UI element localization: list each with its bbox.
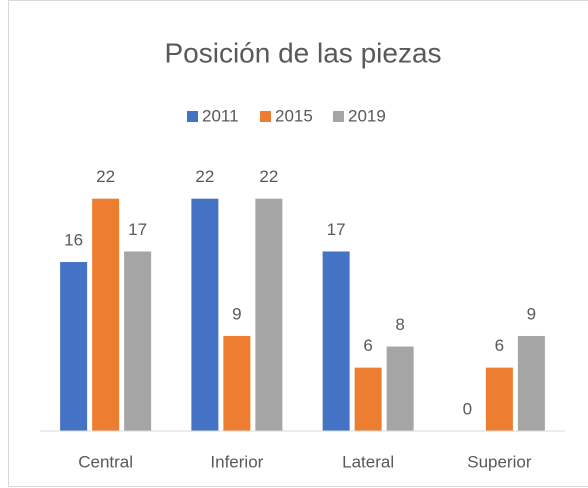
legend-label: 2019 xyxy=(348,106,386,125)
bar xyxy=(124,251,152,431)
bar xyxy=(191,198,219,431)
bar xyxy=(60,262,88,431)
data-label: 16 xyxy=(64,231,83,250)
data-label: 9 xyxy=(527,304,536,323)
bar xyxy=(255,198,283,431)
x-tick-label: Central xyxy=(78,452,133,471)
bar xyxy=(223,335,251,431)
bar xyxy=(517,335,545,431)
data-label: 8 xyxy=(395,315,404,334)
chart-title: Posición de las piezas xyxy=(164,37,441,68)
legend-swatch xyxy=(187,111,198,122)
data-label: 6 xyxy=(495,336,504,355)
data-label: 22 xyxy=(259,167,278,186)
legend-label: 2011 xyxy=(202,106,239,125)
legend-label: 2015 xyxy=(275,106,313,125)
legend-swatch xyxy=(333,111,344,122)
data-label: 9 xyxy=(232,304,241,323)
data-label: 0 xyxy=(463,399,472,418)
bar xyxy=(322,251,350,431)
data-label: 17 xyxy=(327,220,346,239)
bar xyxy=(92,198,120,431)
legend-swatch xyxy=(260,111,271,122)
bar xyxy=(386,346,414,431)
bar xyxy=(485,367,513,431)
x-tick-label: Inferior xyxy=(210,452,263,471)
x-tick-label: Superior xyxy=(467,452,532,471)
data-label: 17 xyxy=(128,220,147,239)
data-label: 6 xyxy=(363,336,372,355)
data-label: 22 xyxy=(195,167,214,186)
data-label: 22 xyxy=(96,167,115,186)
x-tick-label: Lateral xyxy=(342,452,394,471)
bar xyxy=(354,367,382,431)
